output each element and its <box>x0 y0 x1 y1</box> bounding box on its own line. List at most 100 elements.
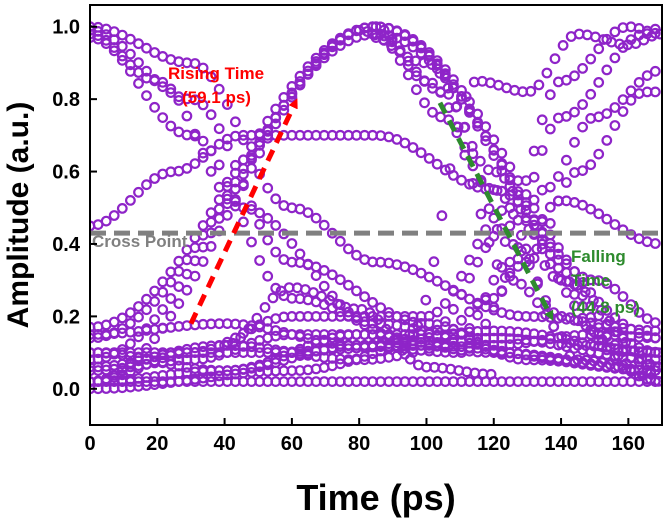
data-point <box>141 293 152 305</box>
data-point <box>572 315 584 327</box>
data-point <box>456 288 467 300</box>
data-point <box>601 278 613 290</box>
data-point <box>654 28 662 40</box>
data-point <box>439 68 451 80</box>
data-point <box>431 324 443 336</box>
data-point <box>157 112 169 123</box>
data-point <box>415 267 427 279</box>
data-point <box>221 336 233 348</box>
y-axis: 0.0 0.2 0.4 0.6 0.8 1.0 <box>52 17 97 401</box>
data-point <box>544 89 556 101</box>
data-point <box>593 43 605 55</box>
data-point <box>294 70 306 82</box>
data-point <box>491 259 503 271</box>
data-point <box>561 154 572 166</box>
data-point <box>124 338 136 350</box>
data-point <box>450 101 462 113</box>
data-point <box>189 58 201 69</box>
data-point <box>246 152 257 164</box>
x-tick-label: 160 <box>612 433 645 455</box>
data-point <box>334 235 346 247</box>
x-tick-label: 0 <box>84 433 95 455</box>
data-point <box>499 193 511 204</box>
rising-time-value: (59.1 ps) <box>182 88 251 107</box>
data-point <box>92 30 104 41</box>
data-point <box>588 294 599 306</box>
data-point <box>638 34 650 46</box>
data-point <box>649 332 661 344</box>
data-point <box>460 91 472 103</box>
data-point <box>369 29 381 41</box>
data-point <box>588 326 600 338</box>
data-point <box>483 236 495 248</box>
data-point <box>419 75 430 87</box>
data-point <box>483 203 495 215</box>
data-point <box>439 316 451 328</box>
data-point <box>407 34 419 45</box>
data-point <box>133 301 144 312</box>
data-point <box>197 99 209 111</box>
data-point <box>254 255 266 266</box>
data-point <box>488 134 500 146</box>
data-point <box>116 29 128 41</box>
data-point <box>604 315 615 327</box>
y-tick-label: 0.2 <box>52 306 80 328</box>
data-point <box>286 80 298 92</box>
data-point <box>420 294 432 306</box>
data-point <box>536 145 548 156</box>
data-point <box>278 91 290 103</box>
data-point <box>536 114 548 126</box>
data-point <box>472 299 484 311</box>
data-point <box>173 94 185 106</box>
data-point <box>286 238 298 249</box>
data-point <box>439 164 451 176</box>
data-point <box>310 212 322 224</box>
x-tick-label: 60 <box>281 433 303 455</box>
data-point <box>456 174 467 186</box>
data-point <box>515 203 527 215</box>
data-point <box>149 173 161 184</box>
data-point <box>423 310 435 322</box>
data-point <box>378 34 389 46</box>
data-point <box>601 134 613 146</box>
data-point <box>302 207 314 219</box>
data-point <box>653 347 662 358</box>
data-point <box>423 271 435 283</box>
data-point <box>485 368 497 380</box>
data-point <box>237 216 249 228</box>
data-point <box>593 148 605 160</box>
x-tick-label: 40 <box>213 433 235 455</box>
data-point <box>593 208 605 220</box>
data-point <box>149 47 161 58</box>
data-point <box>544 217 556 229</box>
data-point <box>407 142 419 153</box>
data-point <box>528 194 540 206</box>
data-point <box>544 258 556 270</box>
data-point <box>399 29 411 40</box>
data-point <box>539 260 551 271</box>
data-point <box>116 312 128 324</box>
data-point <box>383 307 395 318</box>
data-point <box>270 246 282 258</box>
y-tick-label: 0.0 <box>52 379 80 401</box>
data-point <box>165 266 177 278</box>
data-point <box>221 193 233 205</box>
data-point <box>108 316 120 328</box>
data-point <box>464 342 475 354</box>
data-point <box>636 353 648 365</box>
data-point <box>544 123 556 135</box>
data-point <box>569 266 580 277</box>
rising-time-arrow <box>188 98 298 325</box>
data-point <box>367 323 379 335</box>
data-point <box>541 67 553 79</box>
data-point <box>499 172 510 184</box>
data-point <box>466 140 478 152</box>
data-point <box>351 249 362 261</box>
data-point <box>318 45 330 56</box>
falling-time-label-2: Time <box>571 271 610 290</box>
data-point <box>213 123 225 135</box>
data-point <box>165 87 177 98</box>
data-point <box>262 270 274 282</box>
data-point <box>536 213 548 225</box>
